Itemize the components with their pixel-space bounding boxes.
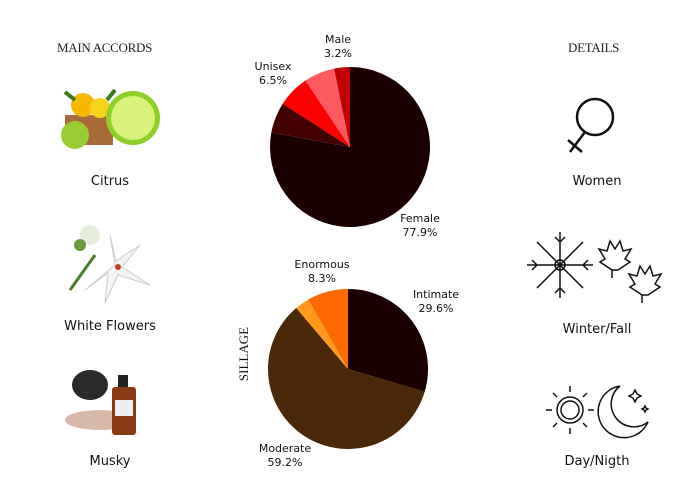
- pie-slice: [296, 299, 348, 369]
- pie-slice-enormous: [308, 289, 348, 369]
- detail-label-women: Women: [572, 174, 622, 189]
- pie-slice-unisex: [282, 80, 350, 147]
- pie-slice: [305, 68, 350, 147]
- accord-label-citrus: Citrus: [90, 174, 130, 189]
- detail-label-day-night: Day/Nigth: [564, 454, 630, 469]
- slice-label-enormous: Enormous: [294, 258, 349, 271]
- slice-label-moderate: Moderate: [259, 442, 312, 455]
- slice-label-male: Male: [325, 33, 351, 46]
- accord-label-musky: Musky: [89, 454, 131, 469]
- pie-slice-intimate: [348, 289, 429, 392]
- citrus-fruits-image: [61, 88, 160, 149]
- slice-label-female: Female: [400, 212, 440, 225]
- pie-slice-male: [334, 67, 350, 147]
- detail-label-winter-fall: Winter/Fall: [562, 322, 632, 337]
- sun-moon-icon: [546, 385, 650, 439]
- slice-pct-male: 3.2%: [324, 47, 352, 60]
- accord-label-white-flowers: White Flowers: [64, 319, 156, 334]
- slice-pct-enormous: 8.3%: [308, 272, 336, 285]
- slice-label-unisex: Unisex: [255, 60, 292, 73]
- sillage-title: SILLAGE: [236, 326, 251, 382]
- snowflake-maple-icon: [527, 232, 663, 303]
- musk-bottle-image: [65, 370, 136, 435]
- white-lily-image: [68, 225, 151, 304]
- slice-label-intimate: Intimate: [413, 288, 459, 301]
- main-accords-title: MAIN ACCORDS: [57, 40, 153, 55]
- venus-icon: [567, 97, 615, 153]
- slice-pct-intimate: 29.6%: [419, 302, 454, 315]
- slice-pct-moderate: 59.2%: [268, 456, 303, 469]
- pie-slice: [271, 103, 350, 147]
- slice-pct-female: 77.9%: [403, 226, 438, 239]
- slice-pct-unisex: 6.5%: [259, 74, 287, 87]
- details-title: DETAILS: [568, 40, 620, 55]
- pie-slice-moderate: [267, 308, 425, 450]
